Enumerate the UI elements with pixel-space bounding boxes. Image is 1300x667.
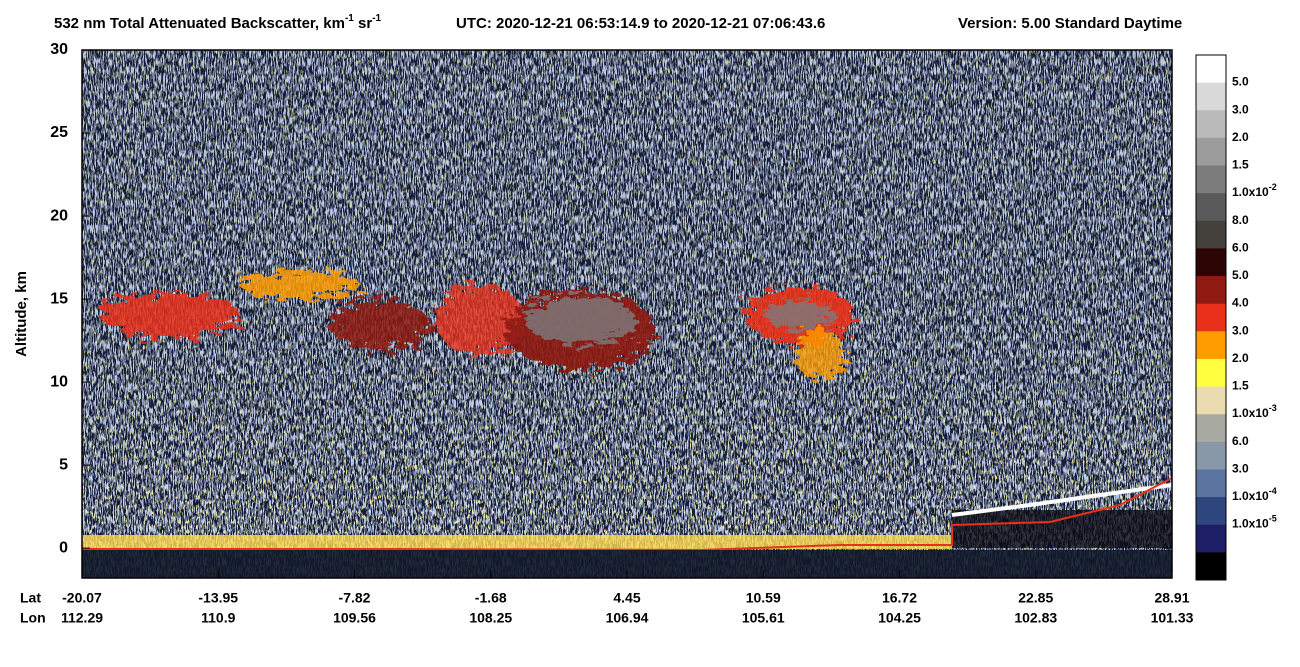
y-axis-label: Altitude, km (13, 271, 30, 357)
y-tick-label: 15 (50, 290, 68, 307)
colorbar-label: 1.5 (1232, 158, 1249, 172)
colorbar-swatch (1196, 110, 1226, 139)
colorbar-swatch (1196, 524, 1226, 553)
colorbar-frame (1195, 54, 1227, 581)
colorbar-label-text: 2.0 (1232, 351, 1249, 365)
colorbar-label-sup: -5 (1269, 514, 1277, 524)
colorbar-label-text: 6.0 (1232, 241, 1249, 255)
colorbar-label: 3.0 (1232, 102, 1249, 116)
colorbar-label-text: 3.0 (1232, 323, 1249, 337)
lat-label: 4.45 (613, 590, 640, 606)
colorbar-label-text: 1.0x10 (1232, 185, 1269, 199)
colorbar-label-text: 3.0 (1232, 102, 1249, 116)
lon-label: 109.56 (333, 610, 376, 626)
colorbar-label-text: 1.5 (1232, 379, 1249, 393)
lat-label: 16.72 (882, 590, 917, 606)
colorbar-swatch (1196, 331, 1226, 360)
lat-label: -20.07 (62, 590, 102, 606)
y-tick-label: 0 (59, 539, 68, 556)
colorbar-swatch (1196, 414, 1226, 443)
colorbar-label-text: 8.0 (1232, 213, 1249, 227)
cloud-top (951, 483, 1172, 517)
y-tick-label: 10 (50, 373, 68, 390)
boundary-layer (82, 535, 952, 549)
colorbar-swatch (1196, 469, 1226, 498)
colorbar-label: 2.0 (1232, 351, 1249, 365)
colorbar-label: 3.0 (1232, 323, 1249, 337)
colorbar-label: 6.0 (1232, 434, 1249, 448)
lat-label: -7.82 (339, 590, 371, 606)
surface (82, 477, 1172, 552)
colorbar-label-text: 6.0 (1232, 434, 1249, 448)
colorbar-label-text: 5.0 (1232, 75, 1249, 89)
chart-title: 532 nm Total Attenuated Backscatter, km-… (54, 13, 382, 32)
colorbar-swatch (1196, 165, 1226, 194)
colorbar-swatch (1196, 55, 1226, 84)
colorbar-swatch (1196, 497, 1226, 526)
land-shadow (952, 510, 1172, 548)
colorbar-label: 1.0x10-5 (1232, 514, 1277, 531)
version: Version: 5.00 Standard Daytime (958, 15, 1182, 32)
colorbar-label-text: 3.0 (1232, 462, 1249, 476)
colorbar-label: 1.0x10-4 (1232, 486, 1277, 503)
x-row-label: Lat (20, 590, 41, 606)
colorbar-swatch (1196, 358, 1226, 388)
lon-label: 110.9 (201, 610, 235, 626)
colorbar-label-text: 1.0x10 (1232, 406, 1269, 420)
colorbar-label: 3.0 (1232, 462, 1249, 476)
colorbar-swatch (1196, 248, 1226, 277)
colorbar-label-text: 1.0x10 (1232, 517, 1269, 531)
lat-label: 28.91 (1154, 590, 1189, 606)
colorbar-swatch (1196, 193, 1226, 222)
y-tick-label: 20 (50, 207, 68, 224)
colorbar-label-text: 1.5 (1232, 158, 1249, 172)
backscatter-image (82, 50, 1172, 578)
lat-label: -13.95 (198, 590, 238, 606)
lat-label: 22.85 (1018, 590, 1053, 606)
colorbar-label: 1.0x10-3 (1232, 404, 1277, 421)
colorbar-swatch (1196, 82, 1226, 111)
colorbar-label: 8.0 (1232, 213, 1249, 227)
colorbar-label-text: 2.0 (1232, 130, 1249, 144)
colorbar-label: 1.0x10-2 (1232, 183, 1277, 200)
colorbar-label: 2.0 (1232, 130, 1249, 144)
colorbar-label: 5.0 (1232, 75, 1249, 89)
y-tick-label: 25 (50, 124, 68, 141)
colorbar-label: 4.0 (1232, 296, 1249, 310)
colorbar-label-sup: -3 (1269, 404, 1277, 414)
x-row-label: Lon (20, 610, 46, 626)
lat-label: 10.59 (746, 590, 781, 606)
colorbar-swatch (1196, 303, 1226, 332)
lon-label: 112.29 (61, 610, 103, 626)
colorbar-swatch (1196, 276, 1226, 305)
colorbar-swatch (1196, 441, 1226, 470)
colorbar-label-text: 1.0x10 (1232, 489, 1269, 503)
lon-label: 101.33 (1151, 610, 1194, 626)
utc-range: UTC: 2020-12-21 06:53:14.9 to 2020-12-21… (456, 15, 825, 32)
colorbar-label-sup: -4 (1269, 486, 1277, 496)
colorbar-label: 5.0 (1232, 268, 1249, 282)
lon-label: 105.61 (742, 610, 785, 626)
lon-label: 108.25 (469, 610, 512, 626)
y-tick-label: 5 (59, 456, 68, 473)
colorbar-label-text: 4.0 (1232, 296, 1249, 310)
colorbar-label: 1.5 (1232, 379, 1249, 393)
y-tick-label: 30 (50, 41, 68, 58)
colorbar-swatch (1196, 386, 1226, 415)
colorbar-swatch (1196, 220, 1226, 249)
colorbar-swatch (1196, 552, 1226, 581)
lat-label: -1.68 (475, 590, 507, 606)
lon-label: 102.83 (1014, 610, 1057, 626)
lon-label: 104.25 (878, 610, 921, 626)
colorbar-label-text: 5.0 (1232, 268, 1249, 282)
clouds (100, 271, 855, 380)
colorbar-label-sup: -2 (1269, 183, 1277, 193)
lon-label: 106.94 (606, 610, 649, 626)
colorbar-swatch (1196, 137, 1226, 167)
colorbar-label: 6.0 (1232, 241, 1249, 255)
